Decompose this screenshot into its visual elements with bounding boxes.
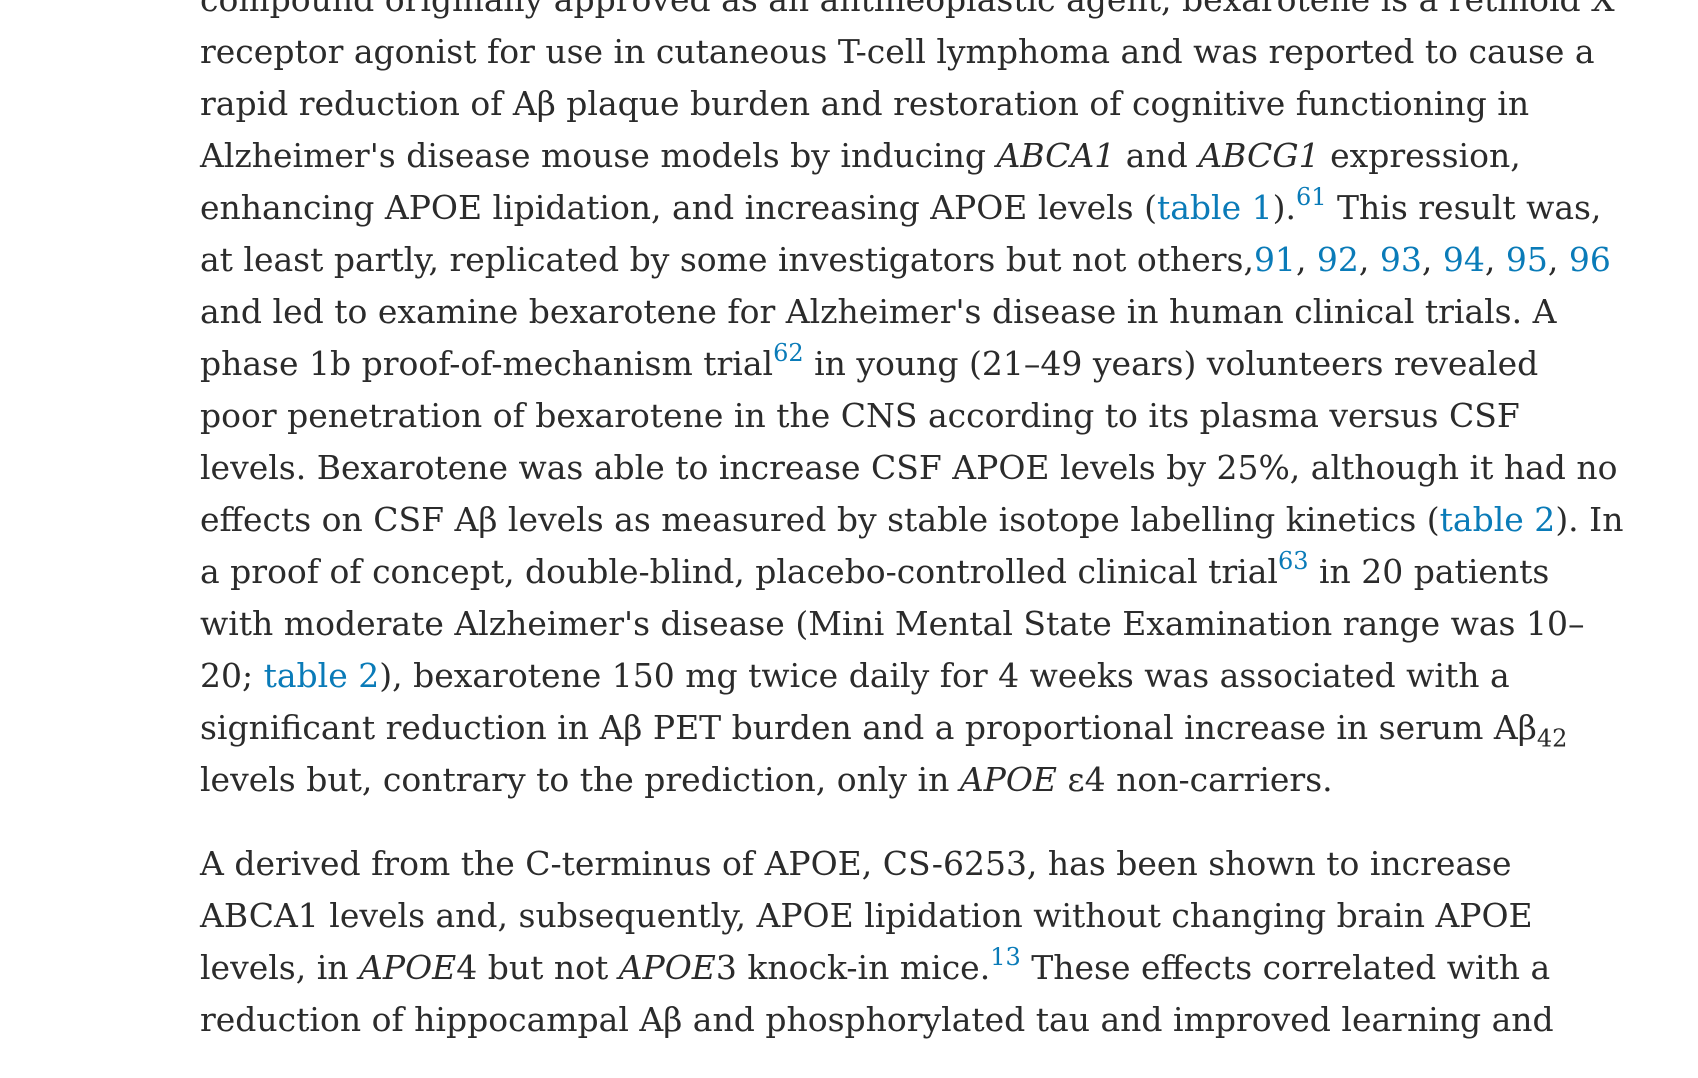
separator: , <box>1484 240 1506 279</box>
reference-link[interactable]: 62 <box>773 339 804 367</box>
text-line: levels, in APOE4 but not APOE3 knock-in … <box>200 942 1550 994</box>
separator: , <box>1295 240 1317 279</box>
text-segment: 20; <box>200 656 264 695</box>
text-line: 20; table 2), bexarotene 150 mg twice da… <box>200 650 1510 702</box>
text-line: reduction of hippocampal Aβ and phosphor… <box>200 1000 1554 1039</box>
text-segment: and <box>1115 136 1199 175</box>
subscript: 42 <box>1536 724 1568 753</box>
text-line: Alzheimer's disease mouse models by indu… <box>200 130 1521 182</box>
separator: , <box>1421 240 1443 279</box>
text-segment: in young (21–49 years) volunteers reveal… <box>803 344 1539 383</box>
table-link[interactable]: table 2 <box>1439 500 1556 539</box>
text-segment: ). <box>1272 188 1296 227</box>
paragraph-bexarotene: compound originally approved as an antin… <box>200 0 1623 806</box>
text-segment: effects on CSF Aβ levels as measured by … <box>200 500 1440 539</box>
text-line: levels. Bexarotene was able to increase … <box>200 448 1618 487</box>
text-line: and led to examine bexarotene for Alzhei… <box>200 292 1557 331</box>
reference-link[interactable]: 94 <box>1442 240 1485 279</box>
gene-name: APOE <box>618 948 716 987</box>
text-segment: phase 1b proof-of-mechanism trial <box>200 344 774 383</box>
reference-link[interactable]: 91 <box>1253 240 1296 279</box>
text-segment: Alzheimer's disease mouse models by indu… <box>200 136 997 175</box>
table-link[interactable]: table 2 <box>263 656 380 695</box>
text-line: compound originally approved as an antin… <box>200 0 1615 26</box>
text-line: with moderate Alzheimer's disease (Mini … <box>200 604 1585 643</box>
text-segment: a proof of concept, double-blind, placeb… <box>200 552 1278 591</box>
text-segment: ), bexarotene 150 mg twice daily for 4 w… <box>379 656 1510 695</box>
reference-link[interactable]: 61 <box>1296 183 1327 211</box>
reference-link[interactable]: 96 <box>1568 240 1611 279</box>
text-line: receptor agonist for use in cutaneous T-… <box>200 32 1595 71</box>
text-segment: at least partly, replicated by some inve… <box>200 240 1254 279</box>
gene-name: APOE <box>959 760 1058 799</box>
text-segment: 3 knock-in mice. <box>715 948 991 987</box>
text-segment: levels but, contrary to the prediction, … <box>200 760 960 799</box>
paragraph-cs6253: A derived from the C-terminus of APOE, C… <box>200 838 1554 1046</box>
separator: , <box>1358 240 1380 279</box>
text-segment: ε4 non-carriers. <box>1057 760 1333 799</box>
reference-link[interactable]: 93 <box>1379 240 1422 279</box>
text-segment: 4 but not <box>456 948 619 987</box>
text-line: at least partly, replicated by some inve… <box>200 234 1611 286</box>
table-link[interactable]: table 1 <box>1156 188 1273 227</box>
text-line: phase 1b proof-of-mechanism trial62 in y… <box>200 338 1538 390</box>
text-line: ABCA1 levels and, subsequently, APOE lip… <box>200 896 1533 935</box>
text-segment: This result was, <box>1326 188 1602 227</box>
text-segment: enhancing APOE lipidation, and increasin… <box>200 188 1157 227</box>
reference-link[interactable]: 95 <box>1505 240 1548 279</box>
reference-link[interactable]: 92 <box>1316 240 1359 279</box>
gene-name: ABCG1 <box>1198 136 1320 175</box>
text-segment: levels, in <box>200 948 360 987</box>
separator: , <box>1547 240 1569 279</box>
gene-name: APOE <box>359 948 457 987</box>
text-segment: These effects correlated with a <box>1020 948 1551 987</box>
text-segment: expression, <box>1319 136 1521 175</box>
text-line: A derived from the C-terminus of APOE, C… <box>200 844 1512 883</box>
gene-name: ABCA1 <box>996 136 1116 175</box>
reference-link[interactable]: 63 <box>1277 547 1309 575</box>
text-segment: significant reduction in Aβ PET burden a… <box>200 708 1537 747</box>
text-line: significant reduction in Aβ PET burden a… <box>200 702 1567 754</box>
text-segment: ). In <box>1555 500 1624 539</box>
text-line: poor penetration of bexarotene in the CN… <box>200 396 1520 435</box>
text-line: enhancing APOE lipidation, and increasin… <box>200 182 1601 234</box>
text-line: rapid reduction of Aβ plaque burden and … <box>200 84 1530 123</box>
reference-link[interactable]: 13 <box>990 943 1021 971</box>
text-line: levels but, contrary to the prediction, … <box>200 754 1510 806</box>
text-segment: in 20 patients <box>1308 552 1550 591</box>
text-line: effects on CSF Aβ levels as measured by … <box>200 494 1623 546</box>
text-line: a proof of concept, double-blind, placeb… <box>200 546 1549 598</box>
article-body: compound originally approved as an antin… <box>200 0 1623 1078</box>
